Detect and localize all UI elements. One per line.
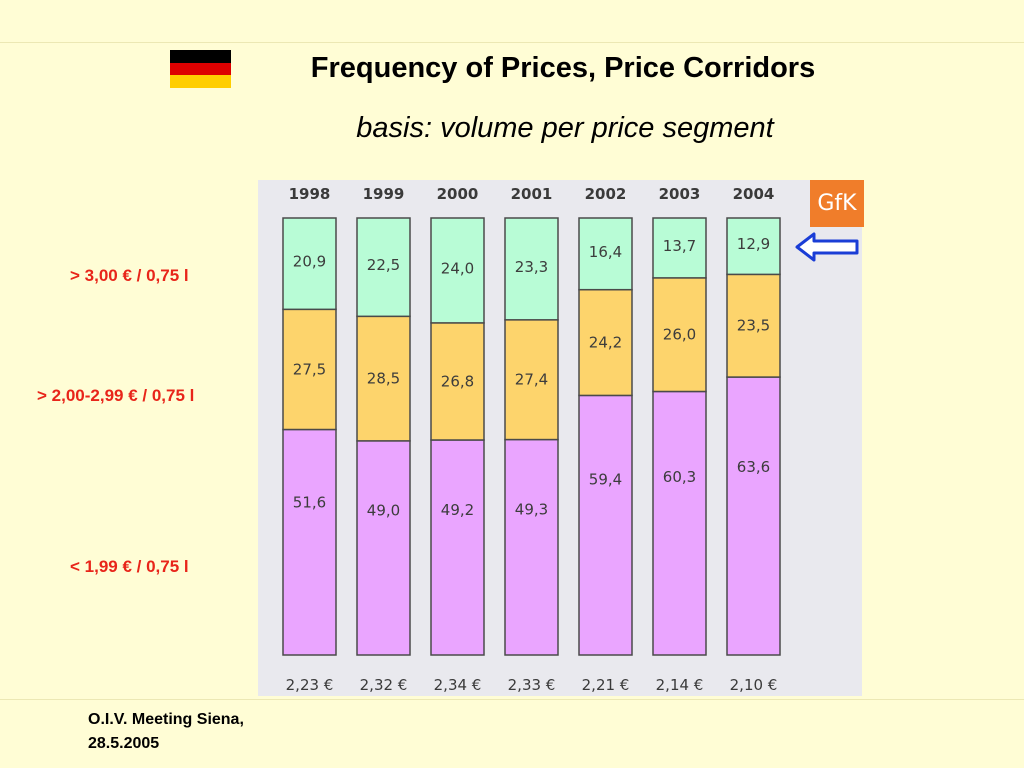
year-label: 2004 <box>733 185 775 203</box>
value-label: 49,2 <box>441 501 474 519</box>
year-label: 2003 <box>659 185 701 203</box>
value-label: 23,3 <box>515 258 548 276</box>
avg-price-label: 2,21 € <box>582 676 630 694</box>
value-label: 12,9 <box>737 235 770 253</box>
avg-price-label: 2,23 € <box>286 676 334 694</box>
value-label: 20,9 <box>293 253 326 271</box>
value-label: 63,6 <box>737 458 770 476</box>
slide-title: Frequency of Prices, Price Corridors <box>310 52 816 84</box>
bar-segment-2002-1 <box>578 288 633 397</box>
value-label: 27,4 <box>515 371 548 389</box>
segment-label-high: > 3,00 € / 0,75 l <box>70 266 189 285</box>
year-label: 2001 <box>511 185 553 203</box>
gfk-logo: GfK <box>810 180 864 227</box>
germany-flag-icon <box>170 50 231 88</box>
bar-segment-2003-0 <box>652 390 707 656</box>
top-rule <box>0 42 1024 43</box>
year-label: 1998 <box>289 185 331 203</box>
bar-segment-1998-2 <box>282 217 337 311</box>
flag-stripe-gold <box>170 75 231 88</box>
value-label: 13,7 <box>663 237 696 255</box>
bar-segment-1998-1 <box>282 308 337 431</box>
value-label: 23,5 <box>737 317 770 335</box>
slide-subtitle: basis: volume per price segment <box>356 112 774 144</box>
bar-segment-2004-1 <box>726 273 781 378</box>
footer-date: 28.5.2005 <box>88 735 160 752</box>
avg-price-label: 2,10 € <box>730 676 778 694</box>
chart-panel: 1998 51,6 27,5 20,9 2,23 € 1999 49,0 28,5 22,5 2,… <box>258 180 862 696</box>
bar-segment-2001-0 <box>504 438 559 656</box>
value-label: 27,5 <box>293 360 326 378</box>
avg-price-label: 2,32 € <box>360 676 408 694</box>
avg-price-label: 2,33 € <box>508 676 556 694</box>
bar-segment-2002-0 <box>578 394 633 656</box>
value-label: 26,0 <box>663 326 696 344</box>
value-label: 16,4 <box>589 243 622 261</box>
bar-segment-2002-2 <box>578 217 633 291</box>
year-label: 2002 <box>585 185 627 203</box>
value-label: 49,3 <box>515 501 548 519</box>
bar-segment-2003-2 <box>652 217 707 279</box>
arrow-left-icon <box>795 232 859 262</box>
bar-segment-2004-2 <box>726 217 781 276</box>
bar-segment-2003-1 <box>652 277 707 393</box>
stacked-bar-chart: 1998 51,6 27,5 20,9 2,23 € 1999 49,0 28,5 22,5 2,… <box>282 185 781 694</box>
footer-meeting: O.I.V. Meeting Siena, <box>88 711 244 728</box>
value-label: 51,6 <box>293 494 326 512</box>
value-label: 22,5 <box>367 256 400 274</box>
bar-segment-2001-2 <box>504 217 559 321</box>
value-label: 28,5 <box>367 370 400 388</box>
bar-segment-2000-1 <box>430 322 485 441</box>
bar-segment-1999-0 <box>356 440 411 656</box>
bar-segment-1999-2 <box>356 217 411 318</box>
footer: O.I.V. Meeting Siena, 28.5.2005 <box>88 708 244 756</box>
value-label: 24,0 <box>441 259 474 277</box>
segment-label-low: < 1,99 € / 0,75 l <box>70 557 189 576</box>
bar-segment-2000-2 <box>430 217 485 324</box>
value-label: 60,3 <box>663 468 696 486</box>
value-label: 24,2 <box>589 334 622 352</box>
segment-label-mid: > 2,00-2,99 € / 0,75 l <box>37 386 195 405</box>
year-label: 1999 <box>363 185 405 203</box>
avg-price-label: 2,14 € <box>656 676 704 694</box>
value-label: 59,4 <box>589 470 622 488</box>
year-label: 2000 <box>437 185 479 203</box>
value-label: 49,0 <box>367 501 400 519</box>
bar-segment-2000-0 <box>430 439 485 656</box>
value-label: 26,8 <box>441 372 474 390</box>
bar-segment-1998-0 <box>282 428 337 656</box>
avg-price-label: 2,34 € <box>434 676 482 694</box>
flag-stripe-red <box>170 62 231 76</box>
bar-segment-2001-1 <box>504 319 559 441</box>
bottom-rule <box>0 699 1024 700</box>
bar-segment-2004-0 <box>726 376 781 656</box>
flag-stripe-black <box>170 50 231 63</box>
